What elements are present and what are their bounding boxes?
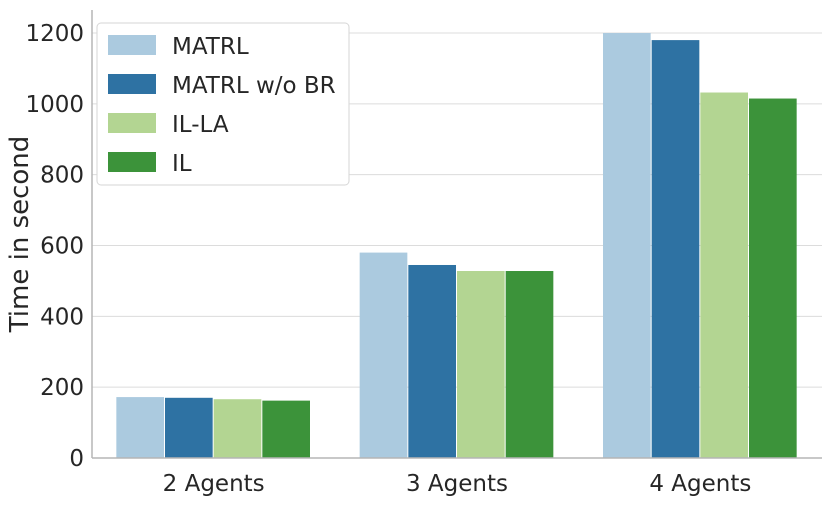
x-tick-labels: 2 Agents 3 Agents 4 Agents [163, 471, 752, 497]
y-tick-label: 400 [40, 304, 84, 330]
legend-swatch [108, 35, 156, 55]
y-tick-label: 600 [40, 234, 84, 260]
bar [603, 33, 651, 458]
x-tick-label: 3 Agents [406, 471, 508, 497]
legend-label: MATRL [172, 34, 249, 60]
bar [213, 399, 262, 458]
y-tick-label: 800 [40, 163, 84, 189]
y-tick-label: 1200 [25, 21, 84, 47]
y-tick-label: 1000 [25, 92, 84, 118]
y-tick-label: 0 [69, 446, 84, 472]
bar [165, 397, 213, 458]
legend-label: IL [172, 151, 192, 177]
axes [91, 10, 822, 459]
bar [359, 252, 408, 458]
bars [116, 33, 797, 459]
y-tick-labels: 0 200 400 600 800 1000 1200 [25, 21, 84, 472]
bar [408, 264, 456, 458]
bar [262, 400, 310, 458]
bar [457, 271, 505, 458]
bar [700, 92, 748, 458]
x-tick-label: 2 Agents [163, 471, 265, 497]
legend-label: IL-LA [172, 112, 229, 138]
legend-box [96, 22, 350, 186]
y-axis-title: Time in second [5, 136, 35, 334]
x-tick-label: 4 Agents [649, 471, 751, 497]
bar [749, 98, 797, 459]
bar [116, 397, 164, 458]
y-tick-label: 200 [40, 375, 84, 401]
legend-label: MATRL w/o BR [172, 73, 336, 99]
legend-swatch [108, 113, 156, 133]
bar [651, 40, 700, 458]
bar [505, 271, 554, 458]
legend: MATRL MATRL w/o BR IL-LA IL [96, 22, 350, 186]
legend-swatch [108, 74, 156, 94]
legend-swatch [108, 152, 156, 172]
